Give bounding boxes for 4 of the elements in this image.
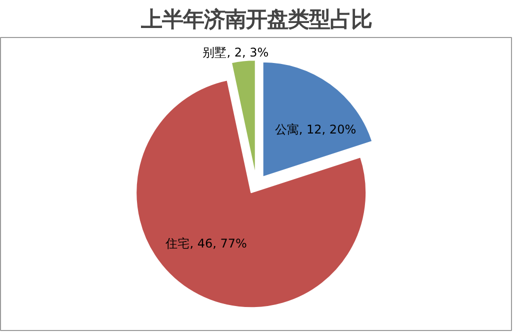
slice-label: 公寓, 12, 20% xyxy=(274,122,356,136)
slice-label: 住宅, 46, 77% xyxy=(164,236,247,251)
slice-label: 别墅, 2, 3% xyxy=(202,45,269,60)
chart-title: 上半年济南开盘类型占比 xyxy=(140,8,372,32)
